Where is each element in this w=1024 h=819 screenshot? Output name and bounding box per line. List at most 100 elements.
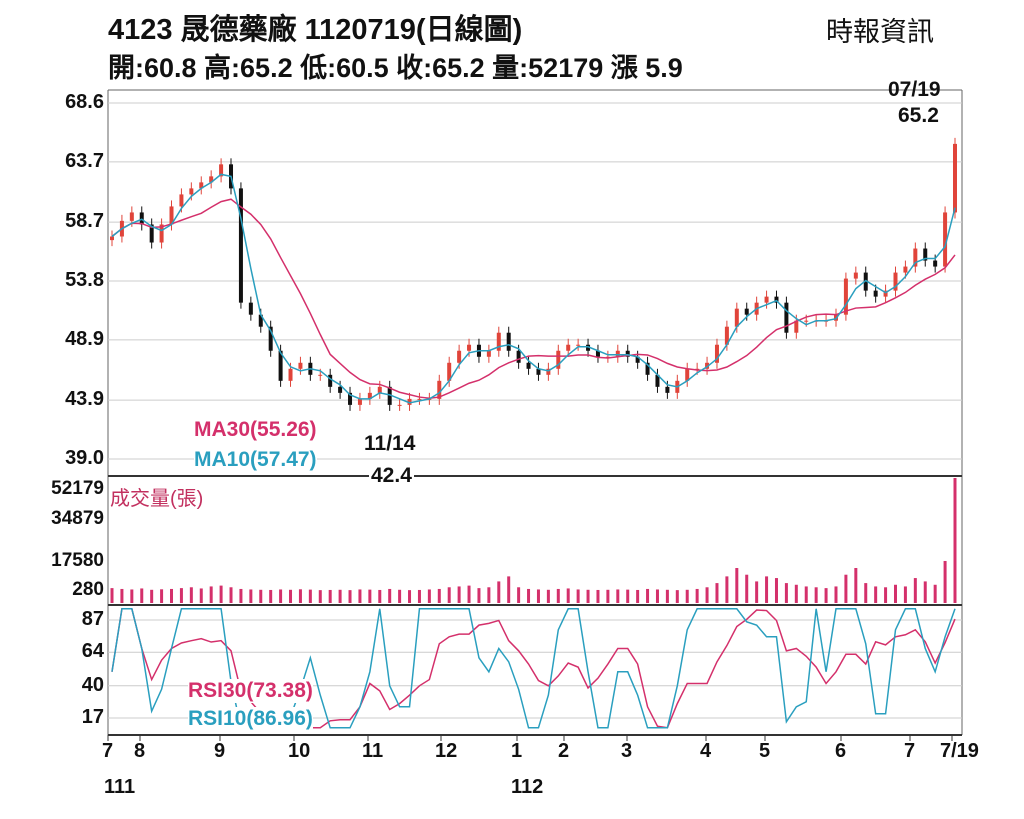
volume-bar bbox=[259, 589, 263, 603]
x-tick-label: 7/19 bbox=[940, 740, 979, 762]
volume-bar bbox=[794, 584, 798, 603]
volume-bar bbox=[170, 588, 174, 603]
volume-bar bbox=[893, 584, 897, 603]
volume-bar bbox=[566, 588, 570, 603]
volume-bar bbox=[447, 587, 451, 603]
volume-bar bbox=[298, 589, 302, 603]
candle-body bbox=[268, 326, 273, 351]
volume-tick-label: 34879 bbox=[51, 508, 104, 529]
volume-bar bbox=[844, 574, 848, 603]
volume-bar bbox=[517, 587, 521, 603]
candle-body bbox=[437, 380, 442, 399]
volume-tick-label: 280 bbox=[72, 579, 104, 600]
candle-body bbox=[714, 344, 719, 363]
rsi10-legend: RSI10(86.96) bbox=[188, 707, 313, 731]
volume-tick-label: 52179 bbox=[51, 478, 104, 499]
year-label: 111 bbox=[104, 776, 136, 798]
candle-body bbox=[318, 374, 323, 376]
volume-bar bbox=[229, 587, 233, 603]
volume-bar bbox=[348, 590, 352, 603]
volume-bar bbox=[269, 589, 273, 603]
volume-bar bbox=[160, 589, 164, 603]
x-tick-label: 8 bbox=[134, 740, 146, 762]
volume-bar bbox=[616, 589, 620, 603]
candle-body bbox=[189, 188, 194, 195]
x-tick-label: 7 bbox=[904, 740, 916, 762]
volume-bar bbox=[874, 586, 878, 603]
candle-body bbox=[199, 182, 204, 189]
volume-bar bbox=[933, 584, 937, 603]
rsi-tick-label: 40 bbox=[81, 673, 104, 696]
volume-bar bbox=[626, 589, 630, 603]
volume-bar bbox=[923, 581, 927, 603]
volume-bar bbox=[427, 589, 431, 603]
volume-bar bbox=[586, 589, 590, 603]
x-tick-label: 4 bbox=[700, 740, 712, 762]
volume-bar bbox=[913, 578, 917, 603]
price-tick-label: 53.8 bbox=[65, 269, 104, 291]
volume-bar bbox=[655, 589, 659, 603]
candle-body bbox=[913, 248, 918, 267]
volume-bar bbox=[437, 588, 441, 603]
candle-body bbox=[169, 206, 174, 225]
volume-bar bbox=[943, 560, 947, 603]
volume-bar bbox=[884, 587, 888, 603]
volume-bar bbox=[110, 588, 114, 603]
volume-legend: 成交量(張) bbox=[110, 488, 204, 510]
candle-body bbox=[338, 386, 343, 393]
volume-bar bbox=[556, 588, 560, 603]
volume-bar bbox=[834, 586, 838, 603]
candle-body bbox=[536, 368, 541, 375]
volume-bar bbox=[715, 583, 719, 603]
volume-bar bbox=[130, 589, 134, 603]
price-tick-label: 58.7 bbox=[65, 210, 104, 233]
candle-body bbox=[903, 266, 908, 273]
candle-body bbox=[873, 290, 878, 297]
volume-bar bbox=[477, 588, 481, 603]
candle-body bbox=[387, 386, 392, 405]
volume-bar bbox=[289, 589, 293, 603]
price-tick-label: 68.6 bbox=[65, 91, 104, 113]
volume-bar bbox=[507, 576, 511, 603]
volume-bar bbox=[814, 587, 818, 603]
x-tick-label: 5 bbox=[759, 740, 771, 762]
candle-body bbox=[665, 386, 670, 393]
price-tick-label: 63.7 bbox=[65, 149, 104, 172]
volume-bar bbox=[308, 589, 312, 603]
volume-bar bbox=[953, 478, 957, 603]
candle-body bbox=[506, 332, 511, 351]
candle-body bbox=[923, 248, 928, 261]
candle-body bbox=[377, 386, 382, 393]
volume-bar bbox=[120, 588, 124, 603]
volume-bar bbox=[408, 590, 412, 603]
candle-body bbox=[576, 344, 581, 346]
candle-body bbox=[457, 350, 462, 363]
volume-bar bbox=[140, 588, 144, 603]
volume-bar bbox=[199, 588, 203, 603]
candle-body bbox=[883, 290, 888, 297]
price-tick-label: 48.9 bbox=[65, 327, 104, 350]
volume-bar bbox=[487, 587, 491, 603]
candle-body bbox=[516, 350, 521, 363]
candle-body bbox=[774, 296, 779, 303]
source-label: 時報資訊 bbox=[826, 17, 934, 47]
volume-bar bbox=[219, 585, 223, 603]
volume-bar bbox=[150, 589, 154, 603]
volume-bar bbox=[755, 581, 759, 603]
volume-bar bbox=[398, 589, 402, 603]
rsi30-line bbox=[111, 608, 956, 729]
volume-bar bbox=[576, 589, 580, 603]
last-price-label: 65.2 bbox=[898, 104, 939, 127]
candle-body bbox=[794, 320, 799, 333]
ma10-line bbox=[111, 173, 956, 404]
candle-body bbox=[953, 143, 957, 213]
volume-bar bbox=[774, 578, 778, 603]
candle-body bbox=[724, 326, 729, 345]
low-date-label: 11/14 bbox=[364, 432, 416, 455]
volume-bar bbox=[725, 576, 729, 603]
candle-body bbox=[179, 194, 184, 207]
x-tick-label: 11 bbox=[362, 740, 384, 762]
volume-bar bbox=[606, 589, 610, 603]
volume-bar bbox=[536, 589, 540, 603]
candle-body bbox=[219, 164, 224, 177]
